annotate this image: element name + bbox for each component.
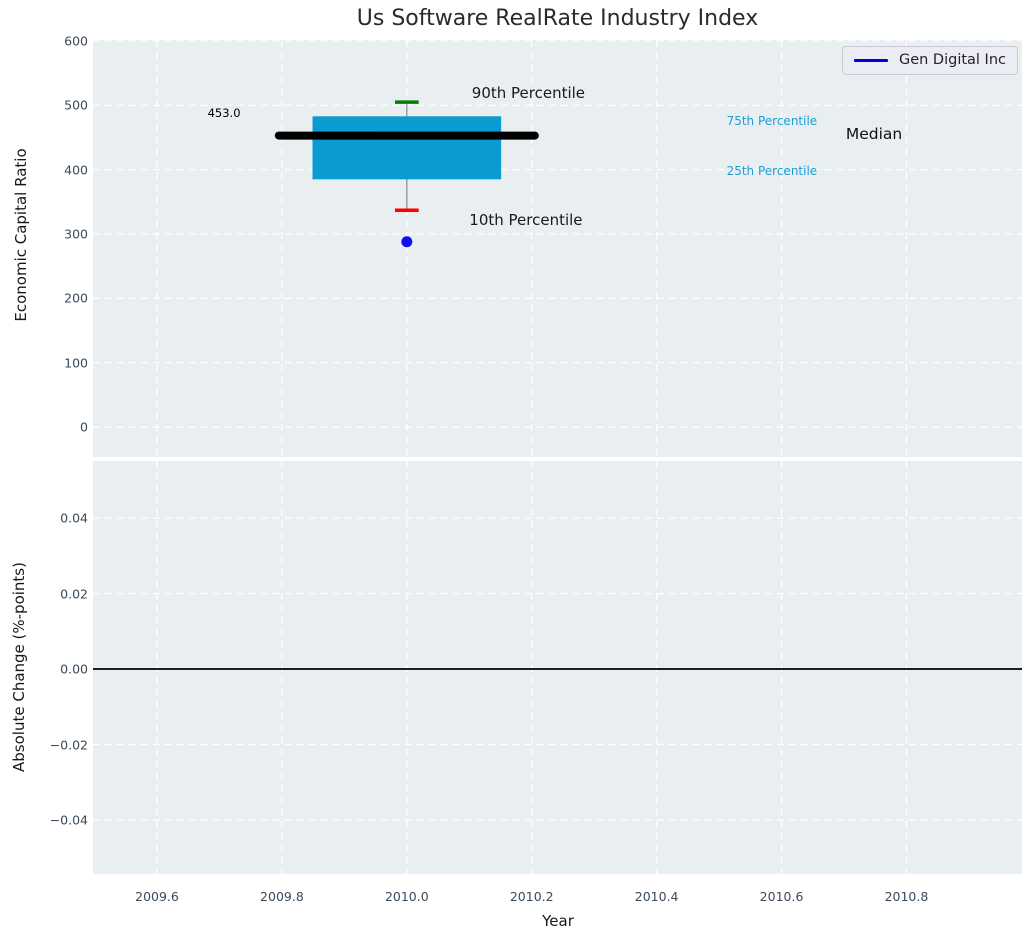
legend: Gen Digital Inc [841, 46, 1018, 75]
plot-background-1 [93, 461, 1022, 874]
chart-title: Us Software RealRate Industry Index [356, 6, 759, 31]
y-tick-label: 0 [80, 419, 88, 435]
y-tick-label: −0.04 [49, 812, 88, 828]
x-tick-label: 2010.6 [759, 889, 804, 904]
x-axis-label: Year [542, 912, 574, 930]
y-tick-label: 500 [64, 97, 88, 113]
x-tick-label: 2010.4 [634, 889, 679, 904]
x-tick-label: 2009.6 [135, 889, 179, 904]
company-marker [401, 236, 413, 248]
x-tick-label: 2010.8 [884, 889, 929, 904]
y-axis-label-top: Economic Capital Ratio [12, 148, 30, 322]
y-tick-label: 0.04 [60, 510, 88, 526]
y-tick-label: 300 [64, 226, 88, 242]
x-tick-label: 2010.2 [509, 889, 554, 904]
annotation-median: Median [845, 125, 903, 144]
annotation-25th-percentile: 25th Percentile [726, 163, 818, 178]
y-axis-label-bottom: Absolute Change (%-points) [10, 562, 28, 772]
annotation-75th-percentile: 75th Percentile [726, 114, 818, 129]
annotation-10th-percentile: 10th Percentile [469, 210, 583, 229]
y-tick-label: 0.02 [60, 586, 88, 601]
y-tick-label: 400 [64, 162, 88, 178]
plot-background-0 [93, 40, 1022, 457]
annotation-90th-percentile: 90th Percentile [471, 84, 586, 103]
legend-label: Gen Digital Inc [898, 52, 1006, 68]
legend-line-swatch [853, 58, 888, 62]
x-tick-label: 2010.0 [384, 889, 429, 904]
iqr-box [312, 116, 502, 180]
annotation-453-0: 453.0 [207, 106, 241, 121]
y-tick-label: 600 [64, 33, 88, 49]
y-tick-label: 200 [64, 290, 88, 306]
y-tick-label: 0.00 [60, 661, 88, 677]
x-tick-label: 2009.8 [260, 889, 304, 904]
y-tick-label: −0.02 [49, 737, 88, 752]
y-tick-label: 100 [64, 355, 88, 371]
